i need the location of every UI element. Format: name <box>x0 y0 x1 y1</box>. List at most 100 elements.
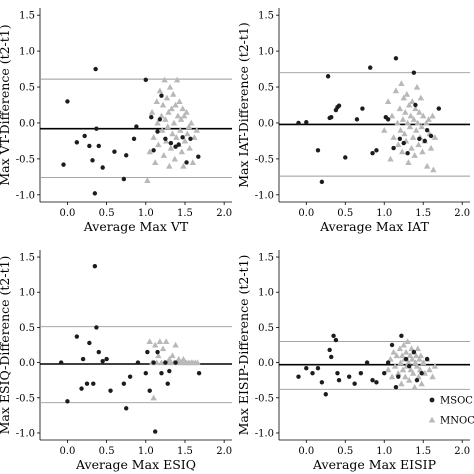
mnoc-point <box>396 345 404 352</box>
legend: MSOC MNOC <box>428 396 474 427</box>
mnoc-point <box>153 98 160 104</box>
mnoc-point <box>384 98 392 104</box>
msoc-point <box>370 377 375 383</box>
msoc-point <box>319 380 325 385</box>
mnoc-point <box>395 141 402 148</box>
mnoc-point <box>414 345 421 352</box>
y-axis-title: Max IAT-Difference (t2-t1) <box>236 22 251 188</box>
msoc-point <box>196 154 201 159</box>
msoc-point <box>413 102 418 108</box>
x-tick-label: 0.5 <box>99 446 115 457</box>
mnoc-point <box>177 116 185 122</box>
msoc-point <box>155 129 160 134</box>
msoc-point <box>74 140 80 145</box>
y-tick-label: 0.5 <box>258 323 274 334</box>
x-axis-title: Average Max IAT <box>319 219 429 234</box>
mnoc-point <box>168 105 175 112</box>
legend-circle-marker <box>429 397 435 403</box>
msoc-point <box>352 381 357 386</box>
mnoc-point <box>400 341 407 348</box>
msoc-point <box>100 358 105 364</box>
msoc-point <box>396 374 401 379</box>
mnoc-point <box>193 126 200 133</box>
mnoc-point <box>170 91 177 97</box>
x-tick-label: 1.0 <box>138 208 154 219</box>
mnoc-point <box>387 355 394 362</box>
msoc-point <box>173 144 178 149</box>
mnoc-point <box>164 123 171 130</box>
mnoc-point <box>409 98 416 104</box>
msoc-point <box>151 148 156 153</box>
x-tick-label: 0.0 <box>298 446 314 457</box>
mnoc-point <box>161 76 168 83</box>
msoc-point <box>61 162 66 167</box>
mnoc-point <box>388 112 396 119</box>
msoc-point <box>94 126 99 131</box>
mnoc-point <box>414 119 421 126</box>
msoc-point <box>354 117 360 122</box>
mnoc-point <box>154 119 161 126</box>
mnoc-point <box>387 155 394 162</box>
msoc-point <box>184 160 189 165</box>
msoc-point <box>134 124 139 129</box>
mnoc-point <box>429 112 436 119</box>
msoc-point <box>92 263 98 269</box>
msoc-point <box>121 381 127 386</box>
mnoc-point <box>412 105 419 112</box>
msoc-point <box>92 191 98 196</box>
msoc-point <box>414 377 420 383</box>
mnoc-point <box>413 362 421 369</box>
y-tick-label: 1.0 <box>258 47 274 58</box>
msoc-point <box>385 360 391 365</box>
x-tick-label: 1.5 <box>177 446 193 457</box>
msoc-point <box>360 106 365 111</box>
msoc-point <box>145 349 150 355</box>
mnoc-point <box>405 101 413 108</box>
msoc-point <box>165 381 170 386</box>
msoc-point <box>393 56 399 61</box>
mnoc-point <box>420 112 427 119</box>
mnoc-point <box>174 112 182 119</box>
y-tick-label: 1.5 <box>19 253 35 264</box>
mnoc-point <box>409 134 417 140</box>
msoc-point <box>65 399 70 404</box>
msoc-point <box>163 136 168 141</box>
msoc-point <box>405 150 410 156</box>
y-tick-label: 1.5 <box>258 11 274 22</box>
mnoc-point <box>418 380 425 387</box>
mnoc-point <box>397 126 404 133</box>
msoc-point <box>87 143 92 149</box>
series-msoc <box>296 56 442 185</box>
y-tick-label: -1.0 <box>255 190 274 201</box>
legend-item-msoc: MSOC <box>429 396 473 407</box>
msoc-point <box>296 120 301 126</box>
mnoc-point <box>184 130 191 137</box>
msoc-point <box>370 150 375 156</box>
mnoc-point <box>399 366 407 373</box>
mnoc-point <box>393 352 400 359</box>
msoc-point <box>397 136 403 141</box>
msoc-point <box>96 349 101 355</box>
msoc-point <box>333 337 339 343</box>
mnoc-point <box>167 144 175 151</box>
y-axis-title: Max VT-Difference (t2-t1) <box>0 24 12 185</box>
y-tick-label: 0.0 <box>258 118 274 129</box>
series-msoc <box>61 66 201 196</box>
msoc-point <box>315 366 321 371</box>
msoc-point <box>108 388 113 393</box>
msoc-point <box>346 374 352 379</box>
y-tick-label: 0.5 <box>19 83 35 94</box>
mnoc-point <box>402 348 410 355</box>
mnoc-point <box>155 352 162 359</box>
y-tick-label: -1.0 <box>16 428 35 439</box>
mnoc-point <box>185 123 193 130</box>
mnoc-point <box>188 119 195 126</box>
x-tick-label: 0.5 <box>99 208 115 219</box>
mnoc-point <box>398 380 405 387</box>
mnoc-point <box>191 134 198 140</box>
msoc-point <box>304 366 309 371</box>
mnoc-point <box>419 148 426 155</box>
msoc-point <box>329 354 334 360</box>
msoc-point <box>147 388 152 393</box>
